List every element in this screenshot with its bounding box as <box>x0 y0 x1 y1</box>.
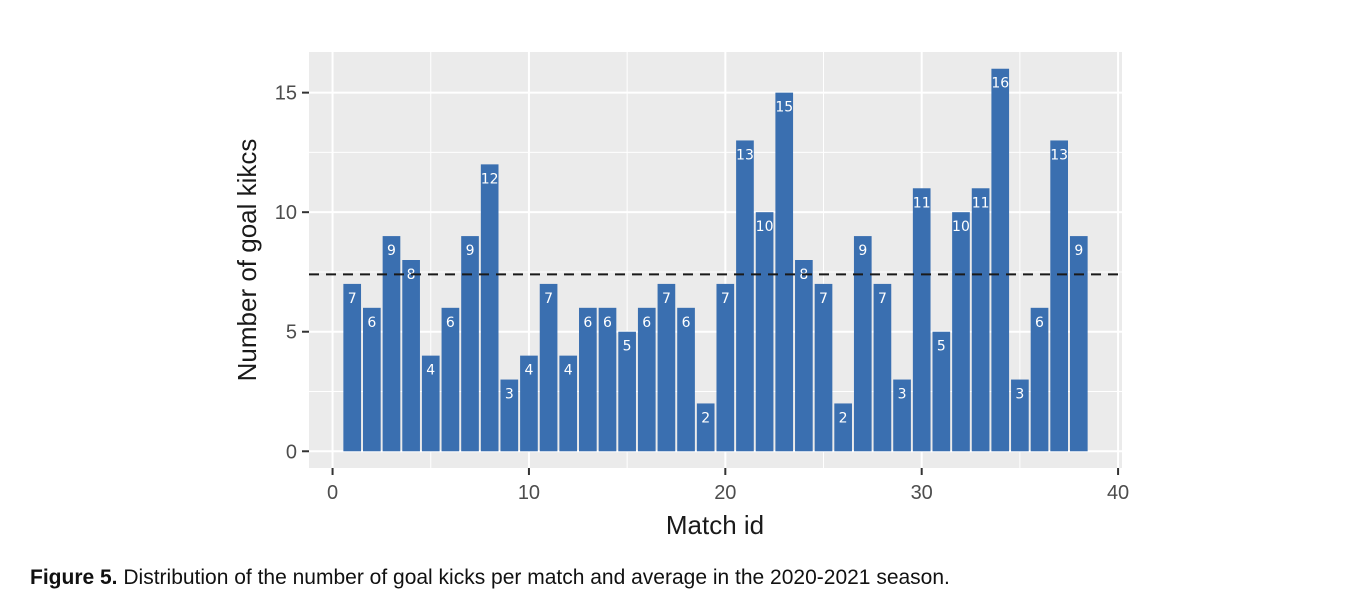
bar-value-label: 10 <box>952 219 970 235</box>
y-tick-label: 10 <box>275 202 297 224</box>
bar-match-2 <box>363 307 381 452</box>
bar-value-label: 4 <box>426 363 435 379</box>
bar-value-label: 7 <box>721 291 730 307</box>
bar-value-label: 9 <box>858 243 867 259</box>
bar-match-26 <box>834 403 852 452</box>
bar-match-6 <box>441 307 460 452</box>
bar-value-label: 12 <box>481 171 499 187</box>
bar-match-12 <box>559 355 578 452</box>
bar-match-19 <box>696 403 715 452</box>
bar-value-label: 16 <box>991 76 1009 92</box>
x-axis-title: Match id <box>666 510 764 540</box>
bar-match-11 <box>539 283 558 452</box>
x-tick-label: 0 <box>327 482 338 504</box>
bar-value-label: 15 <box>775 100 793 116</box>
bar-match-15 <box>618 331 636 452</box>
bar-match-32 <box>952 212 970 452</box>
bar-match-37 <box>1050 140 1068 452</box>
bar-value-label: 2 <box>701 410 710 426</box>
bar-value-label: 11 <box>913 195 931 211</box>
bar-match-29 <box>893 379 911 452</box>
bar-value-label: 13 <box>736 147 754 163</box>
bar-value-label: 10 <box>756 219 774 235</box>
bar-value-label: 7 <box>878 291 887 307</box>
bar-value-label: 7 <box>662 291 671 307</box>
y-tick-label: 15 <box>275 83 297 105</box>
bar-value-label: 6 <box>1035 315 1044 331</box>
bar-value-label: 9 <box>466 243 475 259</box>
bar-match-20 <box>716 283 735 452</box>
x-axis-ticks: 0 10 20 30 40 <box>327 468 1129 504</box>
bar-value-label: 6 <box>367 315 376 331</box>
bar-match-31 <box>932 331 951 452</box>
bar-value-label: 9 <box>387 243 396 259</box>
x-tick-label: 40 <box>1107 482 1129 504</box>
bar-match-4 <box>402 260 420 452</box>
figure-caption: Figure 5. Distribution of the number of … <box>30 566 950 590</box>
bar-match-10 <box>520 355 538 452</box>
bar-match-24 <box>795 260 813 452</box>
bar-value-label: 5 <box>623 339 632 355</box>
bar-match-33 <box>971 188 990 452</box>
bar-chart: 7698469123474665676271310158729731151011… <box>232 52 1129 540</box>
bars-group <box>343 68 1088 452</box>
bar-value-label: 7 <box>348 291 357 307</box>
bar-value-label: 13 <box>1050 147 1068 163</box>
bar-match-17 <box>657 283 676 452</box>
y-axis-ticks: 0 5 10 15 <box>275 83 309 463</box>
bar-match-21 <box>736 140 754 452</box>
bar-match-27 <box>853 236 872 452</box>
bar-value-label: 3 <box>898 387 907 403</box>
bar-match-25 <box>814 283 833 452</box>
y-axis-title: Number of goal kikcs <box>232 139 262 382</box>
bar-value-label: 6 <box>682 315 691 331</box>
bar-match-36 <box>1030 307 1049 452</box>
bar-match-35 <box>1011 379 1029 452</box>
bar-value-label: 3 <box>505 387 514 403</box>
bar-match-28 <box>873 283 892 452</box>
bar-value-label: 4 <box>564 363 573 379</box>
bar-match-38 <box>1069 236 1088 452</box>
bar-match-5 <box>421 355 440 452</box>
bar-match-3 <box>382 236 401 452</box>
bar-value-label: 6 <box>642 315 651 331</box>
y-tick-label: 5 <box>286 322 297 344</box>
bar-match-1 <box>343 283 362 452</box>
bar-value-label: 9 <box>1074 243 1083 259</box>
bar-value-label: 2 <box>839 410 848 426</box>
bar-value-label: 7 <box>819 291 828 307</box>
bar-match-7 <box>461 236 479 452</box>
x-tick-label: 30 <box>911 482 933 504</box>
bar-value-label: 5 <box>937 339 946 355</box>
bar-match-34 <box>991 68 1010 452</box>
bar-value-label: 6 <box>603 315 612 331</box>
y-tick-label: 0 <box>286 441 297 463</box>
bar-match-9 <box>500 379 519 452</box>
bar-value-label: 7 <box>544 291 553 307</box>
bar-value-label: 6 <box>446 315 455 331</box>
bar-value-label: 3 <box>1015 387 1024 403</box>
bar-match-22 <box>755 212 774 452</box>
bar-value-label: 11 <box>972 195 990 211</box>
bar-match-18 <box>677 307 695 452</box>
x-tick-label: 10 <box>518 482 540 504</box>
bar-match-16 <box>637 307 656 452</box>
bar-match-8 <box>480 164 499 452</box>
caption-label: Figure 5. <box>30 566 118 589</box>
bar-match-23 <box>775 92 794 452</box>
bar-match-14 <box>598 307 617 452</box>
bar-value-label: 4 <box>524 363 533 379</box>
bar-value-label: 6 <box>583 315 592 331</box>
caption-text: Distribution of the number of goal kicks… <box>123 566 950 589</box>
x-tick-label: 20 <box>714 482 736 504</box>
bar-match-13 <box>579 307 597 452</box>
bar-match-30 <box>912 188 931 452</box>
